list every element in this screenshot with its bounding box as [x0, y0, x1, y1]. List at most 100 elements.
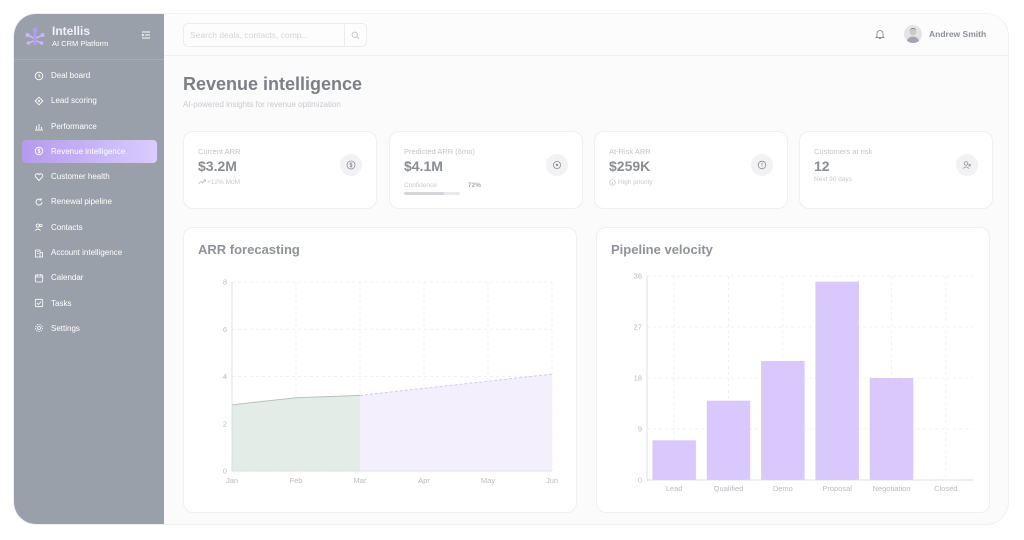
- sidebar-item-label: Performance: [51, 121, 97, 131]
- kpi-label: At-Risk ARR: [609, 147, 651, 156]
- sidebar-item-label: Revenue intelligence: [51, 146, 126, 156]
- sidebar-item-performance[interactable]: Performance: [22, 115, 157, 138]
- chart-title: Pipeline velocity: [611, 242, 713, 257]
- brand-subtitle: AI CRM Platform: [52, 39, 109, 48]
- kpi-note: High priority: [618, 179, 653, 187]
- app-window: Intellis AI CRM Platform Deal board Lead …: [14, 14, 1008, 524]
- trend-up-icon: [198, 179, 206, 185]
- bar-proposal: [815, 281, 859, 480]
- kpi-card-customers-at-risk: Customers at risk 12 Next 90 days: [799, 131, 993, 209]
- search-input[interactable]: [190, 24, 340, 46]
- calendar-icon: [34, 273, 44, 283]
- alert-icon: [751, 154, 773, 176]
- heart-icon: [34, 172, 44, 181]
- avatar[interactable]: [904, 25, 922, 43]
- x-tick-label: Jan: [226, 476, 238, 485]
- gear-icon: [35, 324, 43, 333]
- sidebar-item-label: Customer health: [51, 172, 110, 182]
- confidence-bar: [404, 192, 460, 195]
- kpi-label: Current ARR: [198, 147, 241, 156]
- x-tick-label: Proposal: [822, 484, 852, 493]
- arr-forecast-chart: 0 2 4 6 8 Jan Feb Mar Apr May Jun: [223, 278, 558, 486]
- y-tick-label: 0: [638, 476, 642, 485]
- y-tick-label: 0: [223, 467, 227, 476]
- kpi-card-at-risk-arr: At-Risk ARR $259K High priority: [594, 131, 788, 209]
- page-title: Revenue intelligence: [183, 74, 363, 94]
- kpi-value: $4.1M: [404, 158, 443, 174]
- kpi-priority: High priority: [609, 179, 653, 186]
- info-icon: [609, 179, 616, 186]
- kpi-value: $3.2M: [198, 158, 237, 174]
- kpi-label: Customers at risk: [814, 147, 873, 156]
- x-tick-label: Negotiation: [873, 484, 911, 493]
- user-name[interactable]: Andrew Smith: [929, 29, 987, 39]
- x-tick-label: Closed: [934, 484, 957, 493]
- y-tick-label: 27: [634, 323, 642, 332]
- brand-name: Intellis: [52, 24, 91, 38]
- x-tick-label: May: [481, 476, 495, 485]
- target-icon: [546, 154, 568, 176]
- user-x-icon: [956, 154, 978, 176]
- sidebar-item-account-intelligence[interactable]: Account intelligence: [22, 241, 157, 264]
- sidebar-item-revenue-intelligence[interactable]: Revenue intelligence: [22, 139, 157, 163]
- search-box: [183, 23, 367, 47]
- sidebar-item-customer-health[interactable]: Customer health: [22, 165, 157, 188]
- y-tick-label: 8: [223, 278, 227, 287]
- sidebar-item-lead-scoring[interactable]: Lead scoring: [22, 89, 157, 112]
- refresh-icon: [35, 198, 43, 206]
- kpi-trend: +12% MoM: [198, 179, 240, 186]
- sidebar-item-label: Deal board: [51, 71, 91, 80]
- series-line-1: [359, 373, 553, 396]
- search-icon: [351, 31, 360, 39]
- sidebar-item-settings[interactable]: Settings: [22, 317, 157, 340]
- clock-icon: [34, 71, 44, 80]
- sidebar: Intellis AI CRM Platform Deal board Lead …: [14, 14, 164, 524]
- sidebar-item-label: Renewal pipeline: [51, 197, 112, 207]
- sidebar-item-label: Account intelligence: [51, 248, 123, 258]
- bar-chart-icon: [35, 124, 43, 131]
- dollar-icon: [340, 154, 362, 176]
- y-tick-label: 36: [634, 272, 642, 281]
- sidebar-item-renewal-pipeline[interactable]: Renewal pipeline: [22, 190, 157, 213]
- kpi-value: $259K: [609, 158, 651, 174]
- collapse-sidebar-icon[interactable]: [140, 29, 152, 41]
- sidebar-item-contacts[interactable]: Contacts: [22, 216, 157, 239]
- sidebar-item-label: Lead scoring: [51, 96, 97, 106]
- sidebar-item-label: Settings: [51, 323, 80, 333]
- kpi-label: Predicted ARR (6mo): [404, 147, 475, 156]
- topbar: Andrew Smith: [164, 14, 1008, 56]
- sidebar-item-calendar[interactable]: Calendar: [22, 266, 157, 289]
- confidence-bar-fill: [404, 192, 445, 195]
- page-subtitle: AI-powered insights for revenue optimiza…: [183, 100, 341, 109]
- sidebar-item-tasks[interactable]: Tasks: [22, 292, 157, 315]
- main-content: Andrew Smith Revenue intelligence AI-pow…: [164, 14, 1008, 524]
- confidence-value: 72%: [468, 182, 482, 189]
- x-tick-label: Mar: [354, 476, 367, 485]
- x-tick-label: Qualified: [714, 484, 744, 493]
- y-tick-label: 2: [223, 419, 227, 428]
- pipeline-velocity-chart: 0 9 18 27 36 Lead Qualified Demo Proposal Negotia…: [634, 272, 973, 493]
- chart-title: ARR forecasting: [198, 242, 300, 257]
- bar-demo: [761, 361, 805, 480]
- search-button[interactable]: [344, 24, 366, 46]
- x-tick-label: Lead: [666, 484, 683, 493]
- kpi-note: +12% MoM: [207, 179, 241, 186]
- confidence-label: Confidence: [404, 182, 437, 189]
- kpi-card-predicted-arr: Predicted ARR (6mo) $4.1M Confidence 72%: [389, 131, 583, 209]
- pipeline-velocity-panel: Pipeline velocity 0 9 18 27 36 Lead Qualified D…: [596, 227, 990, 513]
- y-tick-label: 18: [634, 374, 642, 383]
- sidebar-item-label: Tasks: [51, 298, 72, 308]
- x-tick-label: Apr: [418, 476, 430, 485]
- sidebar-item-deal-board[interactable]: Deal board: [22, 64, 157, 87]
- x-tick-label: Demo: [773, 484, 793, 493]
- checkbox-icon: [34, 299, 44, 308]
- bell-icon[interactable]: [874, 28, 886, 40]
- kpi-note: Next 90 days: [814, 176, 852, 183]
- kpi-value: 12: [814, 158, 830, 174]
- target-icon: [34, 96, 44, 106]
- series-area-1: [360, 374, 552, 471]
- bar-negotiation: [869, 378, 914, 480]
- bar-qualified: [706, 400, 751, 480]
- users-icon: [34, 223, 43, 232]
- bar-lead: [652, 440, 696, 480]
